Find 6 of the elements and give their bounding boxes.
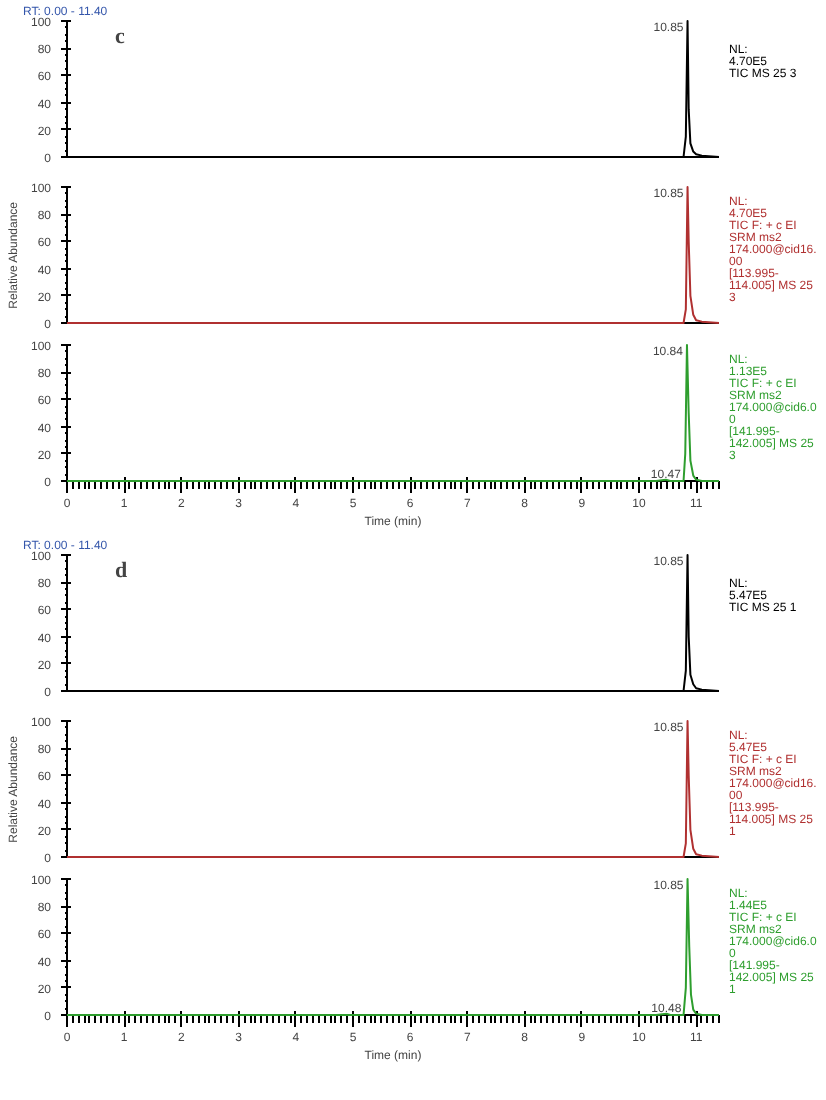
chart-subtitle: d bbox=[115, 559, 128, 583]
line-series bbox=[66, 344, 720, 482]
chart-subtitle: c bbox=[115, 25, 125, 49]
line-series bbox=[66, 186, 720, 324]
line-series bbox=[66, 720, 720, 858]
line-series bbox=[66, 878, 720, 1016]
